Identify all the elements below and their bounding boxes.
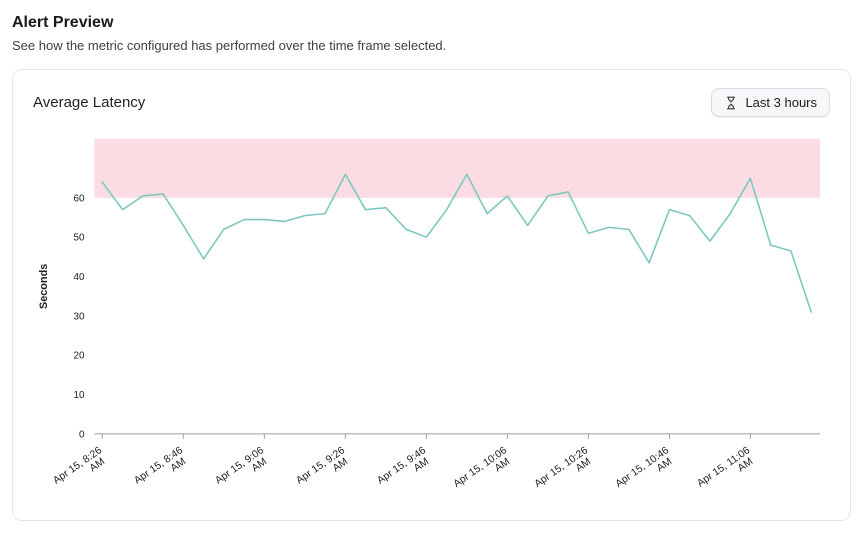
x-tick-label: Apr 15, 10:46AM — [614, 445, 678, 499]
x-tick-label: Apr 15, 10:26AM — [533, 445, 597, 499]
x-tick-label: Apr 15, 10:06AM — [452, 445, 516, 499]
y-axis-title: Seconds — [38, 264, 50, 309]
time-range-button[interactable]: Last 3 hours — [711, 88, 830, 117]
y-tick-label: 60 — [73, 193, 85, 204]
y-tick-label: 30 — [73, 311, 85, 322]
chart-container: 0 10 20 30 40 50 60 Seconds Apr 15, 8:26AM Apr 15… — [33, 127, 830, 508]
hourglass-icon — [724, 96, 738, 110]
y-tick-label: 20 — [73, 351, 85, 362]
time-range-label: Last 3 hours — [745, 95, 817, 110]
x-tick-label: Apr 15, 9:26AM — [294, 445, 353, 495]
x-tick-label: Apr 15, 9:46AM — [375, 445, 434, 495]
y-tick-label: 0 — [79, 429, 85, 440]
threshold-band — [94, 138, 821, 198]
x-tick-label: Apr 15, 8:46AM — [132, 445, 191, 495]
latency-chart: 0 10 20 30 40 50 60 Seconds Apr 15, 8:26AM Apr 15… — [38, 138, 821, 499]
alert-preview-card: Average Latency Last 3 hours 0 10 20 30 40 50… — [12, 69, 851, 522]
metric-line — [101, 173, 812, 313]
y-tick-label: 40 — [73, 272, 85, 283]
x-tick-label: Apr 15, 11:06AM — [695, 445, 758, 498]
card-header: Average Latency Last 3 hours — [33, 88, 830, 117]
x-tick-label: Apr 15, 8:26AM — [51, 445, 110, 495]
page-title: Alert Preview — [12, 14, 114, 31]
chart-title: Average Latency — [33, 94, 146, 111]
x-tick-label: Apr 15, 9:06AM — [213, 445, 272, 495]
page-subtitle: See how the metric configured has perfor… — [12, 38, 447, 53]
y-tick-label: 10 — [73, 390, 85, 401]
y-tick-label: 50 — [73, 233, 85, 244]
